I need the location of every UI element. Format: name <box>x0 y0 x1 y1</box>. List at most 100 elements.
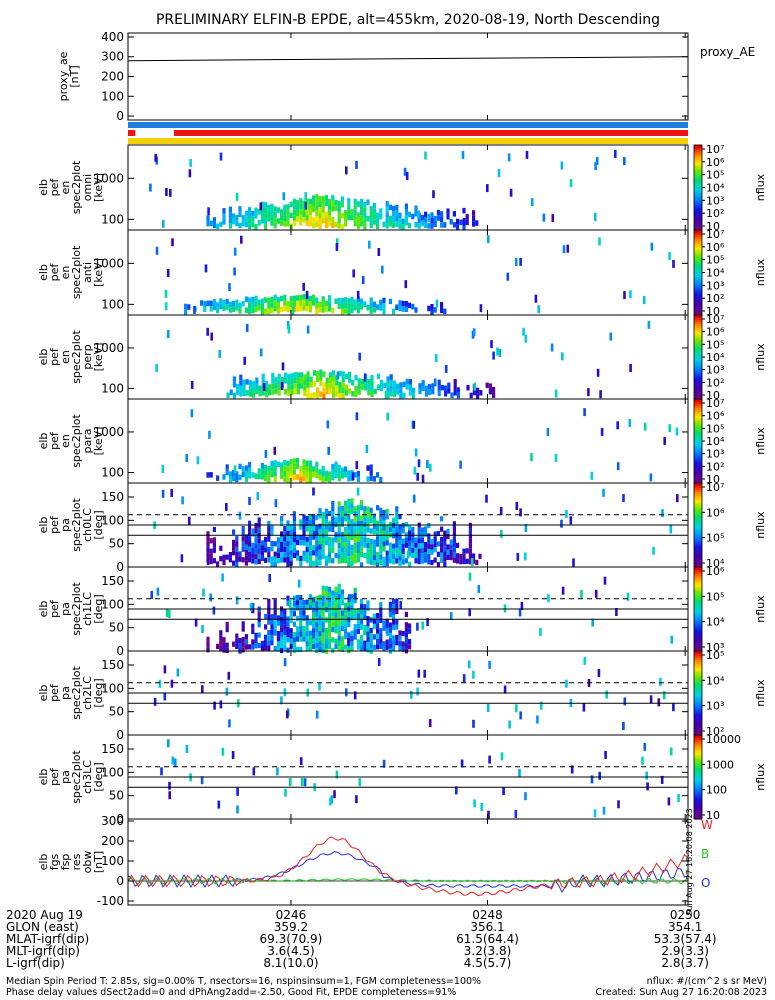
heatmap-cell <box>261 379 265 385</box>
heatmap-cell <box>324 470 328 476</box>
heatmap-cell <box>404 611 408 617</box>
heatmap-cell <box>321 301 325 308</box>
heatmap-cell <box>446 208 450 214</box>
heatmap-cell <box>462 217 466 226</box>
heatmap-cell <box>328 602 332 608</box>
heatmap-cell <box>318 301 322 308</box>
heatmap-cell <box>462 553 466 559</box>
heatmap-cell <box>376 628 380 634</box>
heatmap-cell <box>388 527 392 533</box>
heatmap-cell <box>252 381 256 387</box>
heatmap-cell <box>257 559 261 565</box>
heatmap-cell <box>324 306 328 312</box>
heatmap-cell <box>241 531 245 537</box>
heatmap-cell <box>358 778 361 787</box>
heatmap-cell <box>318 549 322 555</box>
heatmap-cell <box>293 383 297 389</box>
heatmap-cell <box>271 383 275 390</box>
colorbar-segment <box>694 346 702 350</box>
heatmap-cell <box>326 420 330 429</box>
heatmap-cell <box>312 638 316 644</box>
heatmap-cell <box>372 518 376 524</box>
colorbar-segment <box>694 257 702 261</box>
colorbar-segment <box>694 350 702 354</box>
colorbar-segment <box>694 707 702 711</box>
colorbar-segment <box>694 489 702 492</box>
heatmap-cell <box>280 632 284 638</box>
heatmap-cell <box>455 786 458 795</box>
colorbar-segment <box>694 642 702 646</box>
colorbar-segment <box>694 657 702 660</box>
heatmap-cell <box>398 218 402 224</box>
heatmap-cell <box>245 379 249 385</box>
heatmap-cell <box>335 391 339 397</box>
colorbar-tick-label: 10⁵ <box>706 532 724 545</box>
heatmap-cell <box>623 157 626 166</box>
y-axis-label-line: obw <box>81 851 94 874</box>
heatmap-cell <box>267 640 271 646</box>
heatmap-cell <box>452 531 456 537</box>
heatmap-cell <box>414 211 418 217</box>
heatmap-cell <box>232 218 236 225</box>
heatmap-cell <box>426 618 429 627</box>
heatmap-cell <box>344 613 348 619</box>
heatmap-cell <box>209 593 212 602</box>
heatmap-cell <box>675 427 679 436</box>
colorbar-segment <box>694 470 702 474</box>
heatmap-cell <box>332 392 336 398</box>
heatmap-cell <box>280 696 283 705</box>
colorbar-segment <box>694 518 702 522</box>
colorbar-segment <box>694 333 702 337</box>
heatmap-cell <box>340 473 344 479</box>
heatmap-cell <box>328 377 332 384</box>
heatmap-cell <box>379 533 383 539</box>
colorbar-segment <box>694 539 702 543</box>
heatmap-cell <box>201 685 204 694</box>
colorbar-segment <box>694 394 702 398</box>
heatmap-cell <box>331 469 335 475</box>
heatmap-cell <box>350 214 354 221</box>
heatmap-cell <box>524 524 528 532</box>
footer-row-value: 359.2 <box>273 920 309 934</box>
heatmap-cell <box>363 373 367 382</box>
heatmap-cell <box>347 499 351 505</box>
heatmap-cell <box>318 594 322 600</box>
heatmap-cell <box>248 462 252 468</box>
colorbar-segment <box>694 522 702 526</box>
heatmap-cell <box>228 552 232 558</box>
colorbar-segment <box>694 155 702 159</box>
heatmap-cell <box>337 630 341 636</box>
heatmap-cell <box>355 412 359 421</box>
heatmap-cell <box>569 179 573 188</box>
heatmap-cell <box>629 364 632 372</box>
heatmap-cell <box>337 635 341 641</box>
heatmap-cell <box>296 615 300 621</box>
colorbar-tick-label: 10³ <box>706 641 724 654</box>
heatmap-cell <box>248 473 252 479</box>
heatmap-cell <box>318 625 322 632</box>
heatmap-cell <box>305 625 309 631</box>
heatmap-cell <box>308 209 312 216</box>
heatmap-cell <box>399 393 403 399</box>
y-tick-label: 300 <box>101 814 124 828</box>
heatmap-cell <box>503 604 507 613</box>
heatmap-cell <box>437 385 441 391</box>
heatmap-cell <box>328 220 332 227</box>
heatmap-cell <box>315 303 319 309</box>
heatmap-cell <box>519 508 522 517</box>
heatmap-cell <box>308 545 312 551</box>
heatmap-cell <box>277 373 281 380</box>
heatmap-cell <box>496 347 499 356</box>
colorbar-segment <box>694 352 702 356</box>
heatmap-cell <box>424 552 428 558</box>
heatmap-cell <box>232 545 236 551</box>
y-axis-label-line: pef <box>48 767 61 786</box>
heatmap-cell <box>260 309 264 315</box>
heatmap-cell <box>449 539 453 545</box>
heatmap-cell <box>267 205 271 211</box>
heatmap-cell <box>420 543 424 549</box>
heatmap-cell <box>347 561 351 567</box>
heatmap-cell <box>331 511 335 517</box>
heatmap-cell <box>222 559 226 566</box>
heatmap-cell <box>308 641 312 647</box>
